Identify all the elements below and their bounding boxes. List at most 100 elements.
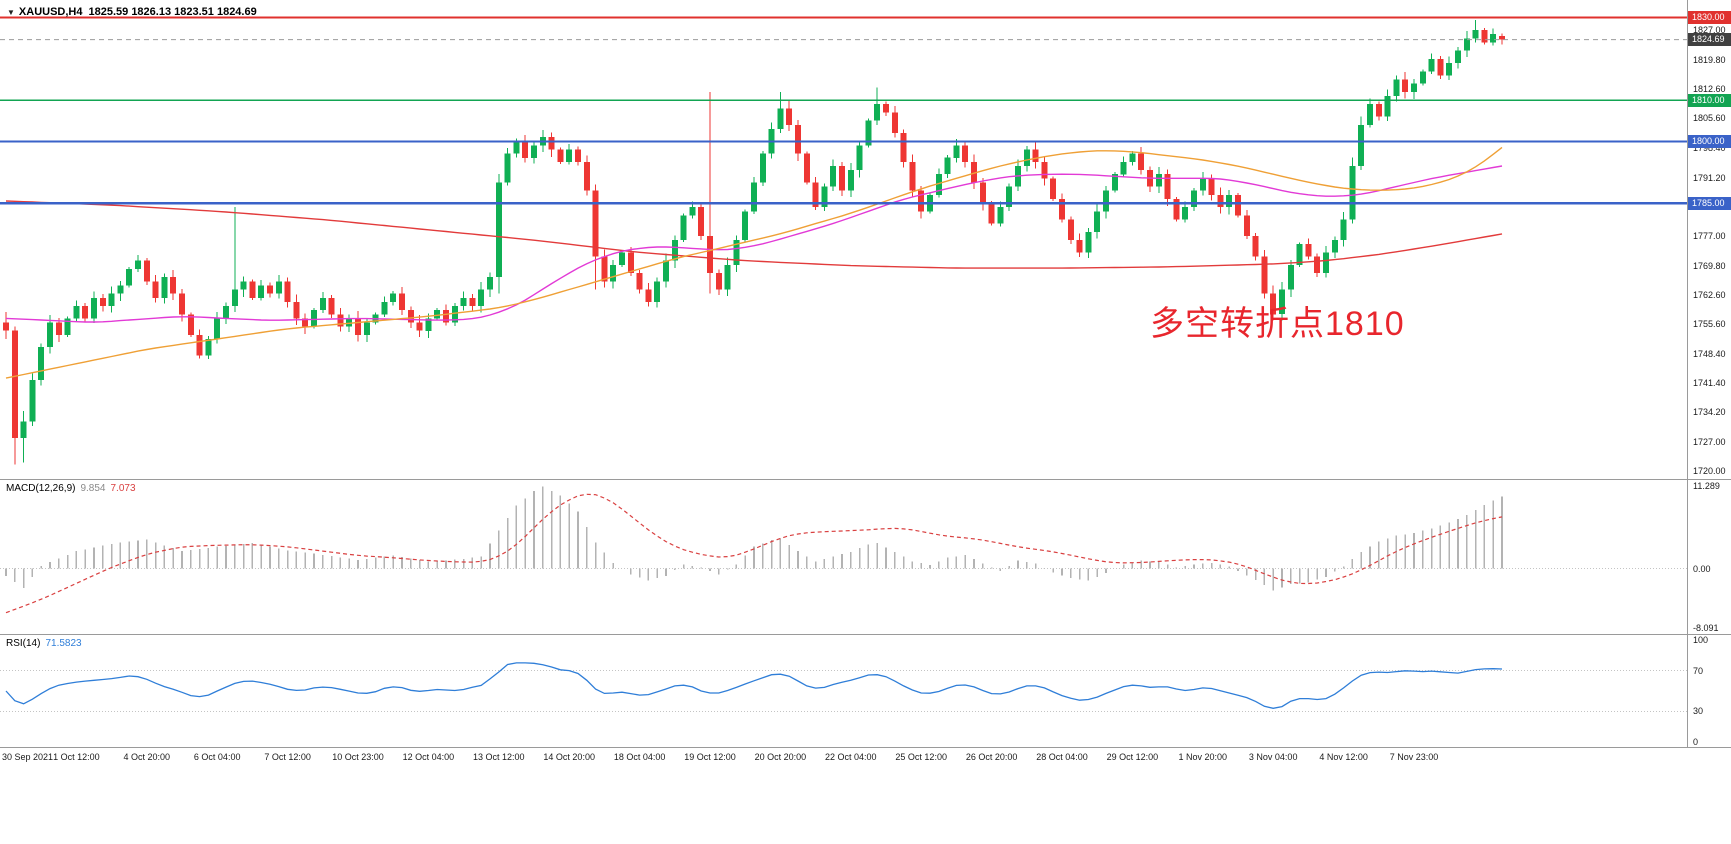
chart-annotation-text[interactable]: 多空转折点1810	[1150, 305, 1405, 343]
candle-body	[1023, 149, 1030, 166]
candle-body	[1305, 244, 1312, 257]
time-label: 28 Oct 04:00	[1036, 752, 1088, 762]
candle-body	[1437, 58, 1444, 76]
time-label: 10 Oct 23:00	[332, 752, 384, 762]
candle-body	[988, 203, 995, 224]
time-label: 4 Nov 12:00	[1319, 752, 1368, 762]
time-axis[interactable]: 30 Sep 2021 1 Oct 12:00 4 Oct 20:00 6 Oct 0…	[0, 748, 1731, 770]
candle-body	[1041, 161, 1048, 179]
time-label: 7 Oct 12:00	[264, 752, 311, 762]
macd-histogram	[5, 486, 1503, 591]
rsi-panel: 100 70 30 0 RSI(14) 71.5823	[0, 635, 1731, 748]
candle-body	[1076, 240, 1083, 253]
candle-body	[487, 277, 493, 290]
candle-body	[1384, 96, 1391, 117]
current-price-badge: 1824.69	[1688, 33, 1731, 47]
candle-body	[337, 314, 344, 327]
price-tick: 1727.00	[1693, 436, 1726, 447]
candle-body	[1111, 174, 1118, 191]
candle-body	[531, 145, 537, 158]
candle-body	[363, 322, 370, 335]
candle-body	[64, 318, 71, 335]
candle-body	[1402, 79, 1409, 92]
candle-body	[698, 207, 705, 236]
candle-body	[654, 281, 661, 302]
time-label: 7 Nov 23:00	[1389, 752, 1439, 762]
candle-body	[1235, 194, 1241, 216]
candle-body	[1490, 34, 1497, 43]
rsi-chart-canvas[interactable]	[0, 635, 1687, 747]
candle-body	[645, 289, 652, 302]
macd-axis-tick: 11.289	[1693, 481, 1720, 491]
candle-body	[759, 153, 766, 183]
candle-body	[575, 149, 581, 162]
candle-body	[1252, 236, 1259, 257]
chart-ohlc-values: 1825.59 1826.13 1823.51 1824.69	[88, 6, 257, 18]
price-tick: 1798.40	[1693, 142, 1726, 153]
candle-body	[883, 104, 889, 113]
candle-body	[900, 133, 907, 162]
candle-body	[812, 182, 819, 208]
candle-body	[1085, 231, 1092, 253]
candle-body	[179, 293, 185, 315]
candle-body	[3, 322, 9, 331]
rsi-label: RSI(14) 71.5823	[6, 638, 82, 649]
candle-body	[416, 322, 423, 331]
candle-body	[205, 339, 212, 356]
candle-body	[319, 297, 326, 311]
candle-body	[91, 297, 97, 319]
candle-body	[513, 141, 520, 154]
candle-body	[663, 260, 669, 282]
candle-body	[1059, 198, 1065, 220]
candle-body	[1411, 83, 1417, 92]
candle-body	[997, 207, 1004, 224]
candle-body	[143, 260, 150, 282]
candle-body	[1296, 244, 1303, 265]
candle-body	[1331, 240, 1338, 253]
price-chart-canvas[interactable]	[0, 0, 1687, 479]
candle-body	[847, 170, 854, 191]
candle-body	[1103, 190, 1109, 212]
candle-body	[1067, 219, 1074, 241]
time-label: 4 Oct 20:00	[123, 752, 171, 762]
candle-body	[196, 334, 203, 356]
candle-body	[1050, 178, 1057, 199]
price-tick: 1755.60	[1693, 319, 1726, 330]
candle-body	[11, 330, 18, 438]
time-label: 3 Nov 04:00	[1248, 752, 1298, 762]
candle-body	[1375, 104, 1382, 117]
candle-body	[1138, 153, 1145, 171]
candle-body	[1226, 194, 1233, 208]
time-label: 6 Oct 04:00	[193, 752, 241, 762]
candle-body	[1287, 264, 1294, 290]
candle-body	[1323, 252, 1329, 274]
rsi-axis-tick: 100	[1693, 635, 1709, 645]
price-scale[interactable]: 1827.00 1819.80 1812.60 1805.60 1798.40 1791.…	[1687, 0, 1731, 479]
macd-name: MACD(12,26,9)	[6, 483, 76, 494]
candle-body	[73, 306, 80, 319]
candle-body	[601, 256, 608, 282]
candle-body	[856, 145, 863, 171]
candle-body	[214, 318, 221, 339]
candle-body	[407, 310, 414, 323]
macd-chart-canvas[interactable]	[0, 480, 1687, 634]
candle-body	[284, 281, 291, 302]
candle-body	[29, 380, 36, 422]
candle-body	[434, 310, 441, 319]
candle-body	[311, 310, 317, 327]
candle-body	[469, 297, 476, 306]
chart-symbol-period: XAUUSD,H4	[18, 6, 83, 18]
candle-body	[478, 289, 485, 306]
macd-signal-value: 7.073	[110, 483, 136, 494]
macd-axis-tick: -8.091	[1693, 623, 1719, 633]
rsi-scale[interactable]: 100 70 30 0	[1687, 635, 1731, 747]
candle-body	[619, 252, 625, 265]
candle-body	[680, 215, 687, 241]
macd-scale[interactable]: 11.289 0.00 -8.091	[1687, 480, 1731, 634]
candle-body	[636, 273, 643, 290]
price-tick: 1819.80	[1693, 54, 1726, 65]
candle-body	[1314, 256, 1321, 274]
candle-body	[592, 190, 599, 257]
macd-main-value: 9.854	[80, 483, 106, 494]
time-label: 20 Oct 20:00	[754, 752, 807, 762]
